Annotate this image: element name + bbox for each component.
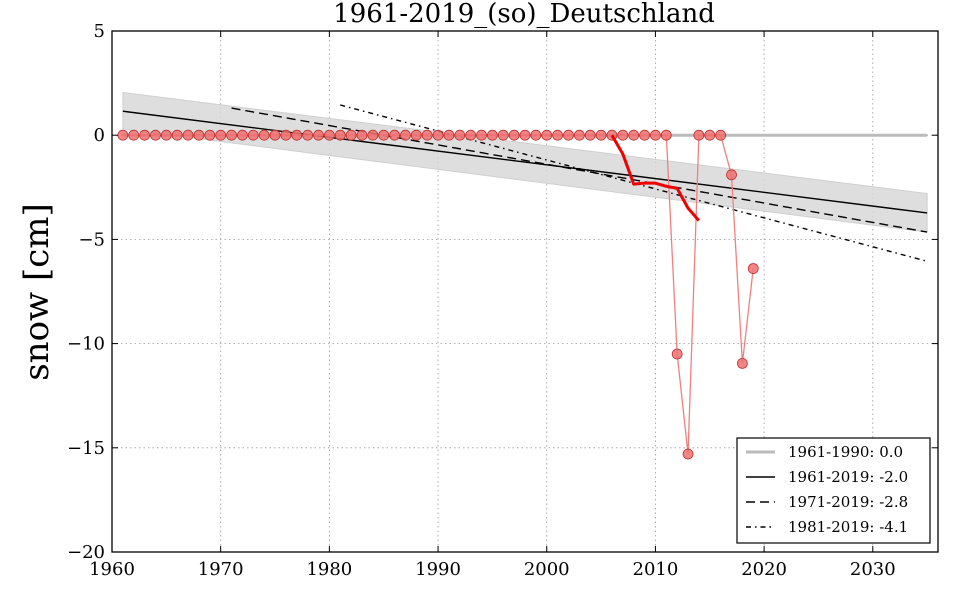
observation-point bbox=[715, 129, 727, 141]
y-tick-label: −10 bbox=[67, 334, 105, 355]
observation-point bbox=[410, 129, 422, 141]
y-tick-label: −5 bbox=[78, 229, 105, 250]
observation-point bbox=[736, 357, 748, 369]
trend-line-dashed bbox=[231, 107, 928, 233]
x-tick-label: 2030 bbox=[850, 559, 896, 580]
observation-point bbox=[617, 129, 629, 141]
observation-point bbox=[150, 129, 161, 141]
observation-point bbox=[302, 129, 314, 141]
observation-point bbox=[378, 129, 390, 141]
observation-point bbox=[367, 129, 379, 141]
observation-point bbox=[421, 129, 433, 141]
observation-point bbox=[193, 129, 205, 141]
x-tick-label: 2020 bbox=[741, 559, 787, 580]
observation-point bbox=[497, 129, 509, 141]
observation-point bbox=[584, 129, 596, 141]
observation-point bbox=[650, 129, 661, 141]
y-tick-label: −15 bbox=[67, 438, 105, 459]
observation-point bbox=[660, 129, 672, 141]
observation-point bbox=[204, 129, 216, 141]
x-tick-label: 1990 bbox=[415, 559, 461, 580]
y-tick-label: 5 bbox=[94, 21, 105, 42]
observation-point bbox=[704, 129, 716, 141]
observation-point bbox=[573, 129, 585, 141]
y-axis-label: snow [cm] bbox=[17, 203, 57, 381]
observation-point bbox=[215, 129, 227, 141]
observation-point bbox=[443, 129, 455, 141]
trend-line-solid bbox=[122, 110, 928, 214]
observation-point bbox=[139, 129, 151, 141]
legend-box bbox=[736, 437, 931, 544]
observation-point bbox=[693, 129, 705, 141]
observation-point bbox=[280, 129, 292, 141]
observation-point bbox=[226, 129, 237, 141]
observation-point bbox=[389, 129, 400, 141]
x-tick-label: 1980 bbox=[306, 559, 352, 580]
observation-point bbox=[182, 129, 194, 141]
observation-point bbox=[313, 129, 324, 141]
observation-point bbox=[345, 129, 357, 141]
observation-point bbox=[247, 129, 259, 141]
observation-point bbox=[171, 129, 183, 141]
observation-point bbox=[323, 129, 335, 141]
chart-title: 1961-2019_(so)_Deutschland bbox=[333, 0, 715, 29]
observation-point bbox=[726, 169, 737, 181]
legend-label: 1961-1990: 0.0 bbox=[788, 443, 903, 461]
x-tick-label: 2010 bbox=[633, 559, 679, 580]
axis-ticks: 1960 1970 1980 1990 2000 2010 2020 2030 5 0 −5 −10 −… bbox=[67, 21, 938, 580]
observation-point bbox=[552, 129, 564, 141]
observation-point bbox=[639, 129, 650, 141]
observation-point bbox=[160, 129, 172, 141]
observation-point bbox=[682, 448, 694, 460]
observation-point bbox=[508, 129, 520, 141]
legend-label: 1971-2019: -2.8 bbox=[788, 493, 908, 511]
observation-point bbox=[334, 129, 346, 141]
observation-point bbox=[117, 129, 129, 141]
observation-point bbox=[530, 129, 542, 141]
observation-point bbox=[671, 348, 683, 360]
observation-point bbox=[476, 129, 487, 141]
plot-frame bbox=[111, 30, 939, 553]
x-tick-label: 1960 bbox=[89, 559, 135, 580]
observation-point bbox=[128, 129, 140, 141]
observation-point bbox=[258, 129, 270, 141]
y-tick-label: −20 bbox=[67, 542, 105, 563]
observation-point bbox=[237, 129, 248, 141]
rolling-mean-line bbox=[610, 134, 701, 222]
rolling-mean-layer bbox=[610, 134, 701, 222]
observation-point bbox=[454, 129, 466, 141]
legend: 1961-1990: 0.0 1961-2019: -2.0 1971-2019: … bbox=[736, 437, 931, 544]
x-tick-label: 2000 bbox=[524, 559, 570, 580]
observation-point bbox=[628, 129, 640, 141]
observation-point bbox=[563, 129, 574, 141]
observation-point bbox=[519, 129, 531, 141]
y-tick-label: 0 bbox=[94, 125, 105, 146]
observation-point bbox=[291, 129, 303, 141]
legend-label: 1961-2019: -2.0 bbox=[788, 468, 908, 486]
observation-point bbox=[400, 129, 411, 141]
observations-layer bbox=[117, 129, 759, 460]
observation-point bbox=[541, 129, 553, 141]
observation-point bbox=[465, 129, 477, 141]
x-tick-label: 1970 bbox=[198, 559, 244, 580]
observation-point bbox=[595, 129, 607, 141]
observation-point bbox=[486, 129, 498, 141]
observation-point bbox=[269, 129, 281, 141]
observation-point bbox=[747, 263, 759, 274]
legend-label: 1981-2019: -4.1 bbox=[788, 518, 908, 536]
observation-point bbox=[356, 129, 368, 141]
observation-point bbox=[432, 129, 444, 141]
